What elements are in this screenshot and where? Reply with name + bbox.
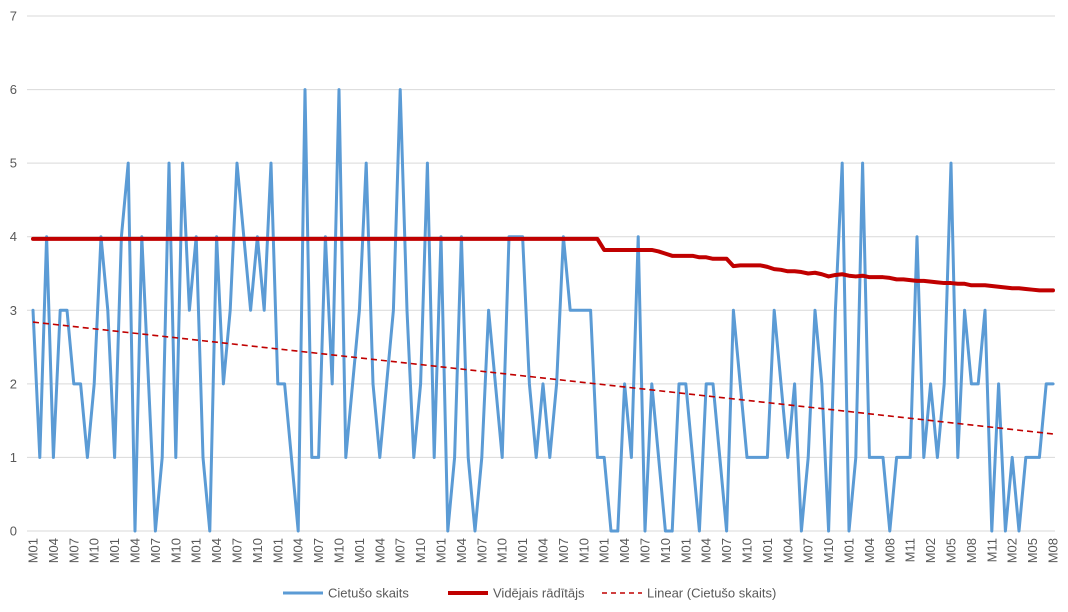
legend-label-videjais-raditajs: Vidējais rādītājs <box>493 586 585 601</box>
x-tick-label: M01 <box>515 538 530 563</box>
series-line-cietuso-skaits <box>31 88 1055 533</box>
y-tick-label: 5 <box>10 156 17 171</box>
x-tick-label: M04 <box>291 538 306 563</box>
y-tick-label: 2 <box>10 376 17 391</box>
x-tick-label: M10 <box>576 538 591 563</box>
x-tick-label: M08 <box>882 538 897 563</box>
x-tick-label: M04 <box>862 538 877 563</box>
y-tick-label: 6 <box>10 82 17 97</box>
y-tick-label: 0 <box>10 524 17 539</box>
x-tick-label: M01 <box>352 538 367 563</box>
x-tick-label: M04 <box>128 538 143 563</box>
x-tick-label: M05 <box>1025 538 1040 563</box>
x-tick-label: M07 <box>393 538 408 563</box>
y-tick-label: 4 <box>10 229 17 244</box>
x-tick-label: M10 <box>250 538 265 563</box>
x-tick-label: M01 <box>760 538 775 563</box>
x-tick-label: M11 <box>903 538 918 562</box>
x-tick-label: M01 <box>842 538 857 563</box>
legend-item-videjais-raditajs: Vidējais rādītājs <box>448 586 585 601</box>
x-tick-label: M11 <box>984 538 999 562</box>
x-tick-label: M10 <box>168 538 183 563</box>
x-tick-label: M01 <box>26 538 41 563</box>
legend: Cietušo skaits Vidējais rādītājs Linear … <box>283 586 776 601</box>
legend-label-cietuso-skaits: Cietušo skaits <box>328 586 409 601</box>
x-tick-label: M04 <box>454 538 469 563</box>
x-tick-label: M07 <box>638 538 653 563</box>
series-line-videjais-raditajs <box>31 236 1055 293</box>
x-tick-label: M01 <box>678 538 693 563</box>
x-tick-label: M01 <box>107 538 122 563</box>
x-tick-label: M04 <box>372 538 387 563</box>
x-tick-label: M04 <box>699 538 714 563</box>
legend-label-trendline: Linear (Cietušo skaits) <box>647 586 776 601</box>
y-tick-label: 3 <box>10 303 17 318</box>
x-tick-label: M10 <box>87 538 102 563</box>
x-tick-label: M04 <box>780 538 795 563</box>
x-tick-label: M04 <box>536 538 551 563</box>
x-tick-label: M10 <box>413 538 428 563</box>
x-tick-label: M10 <box>740 538 755 563</box>
x-tick-label: M07 <box>474 538 489 563</box>
x-tick-label: M07 <box>148 538 163 563</box>
x-tick-label: M04 <box>46 538 61 563</box>
x-tick-label: M08 <box>1046 538 1061 563</box>
legend-item-cietuso-skaits: Cietušo skaits <box>283 586 409 601</box>
x-tick-label: M07 <box>719 538 734 563</box>
x-tick-label: M10 <box>658 538 673 563</box>
x-tick-label: M04 <box>209 538 224 563</box>
y-tick-label: 1 <box>10 450 17 465</box>
plot-area: 0 1 2 3 4 5 6 7 M01 M04 M07 M10 M01 M04 M07 M10 M01 M04 M0… <box>10 9 1061 564</box>
x-tick-label: M07 <box>311 538 326 563</box>
x-tick-label: M08 <box>964 538 979 563</box>
x-tick-label: M01 <box>189 538 204 563</box>
x-tick-label: M07 <box>801 538 816 563</box>
y-tick-label: 7 <box>10 9 17 24</box>
x-tick-label: M07 <box>556 538 571 563</box>
x-tick-label: M10 <box>332 538 347 563</box>
x-tick-label: M07 <box>230 538 245 563</box>
x-tick-label: M02 <box>923 538 938 563</box>
x-tick-label: M02 <box>1005 538 1020 563</box>
x-tick-label: M05 <box>944 538 959 563</box>
x-tick-label: M01 <box>434 538 449 563</box>
x-tick-label: M10 <box>495 538 510 563</box>
legend-item-trendline: Linear (Cietušo skaits) <box>602 586 776 601</box>
x-tick-label: M01 <box>597 538 612 563</box>
x-tick-label: M04 <box>617 538 632 563</box>
x-tick-label: M01 <box>270 538 285 563</box>
x-tick-label: M10 <box>821 538 836 563</box>
trendline-linear <box>32 321 1054 435</box>
x-tick-label: M07 <box>66 538 81 563</box>
